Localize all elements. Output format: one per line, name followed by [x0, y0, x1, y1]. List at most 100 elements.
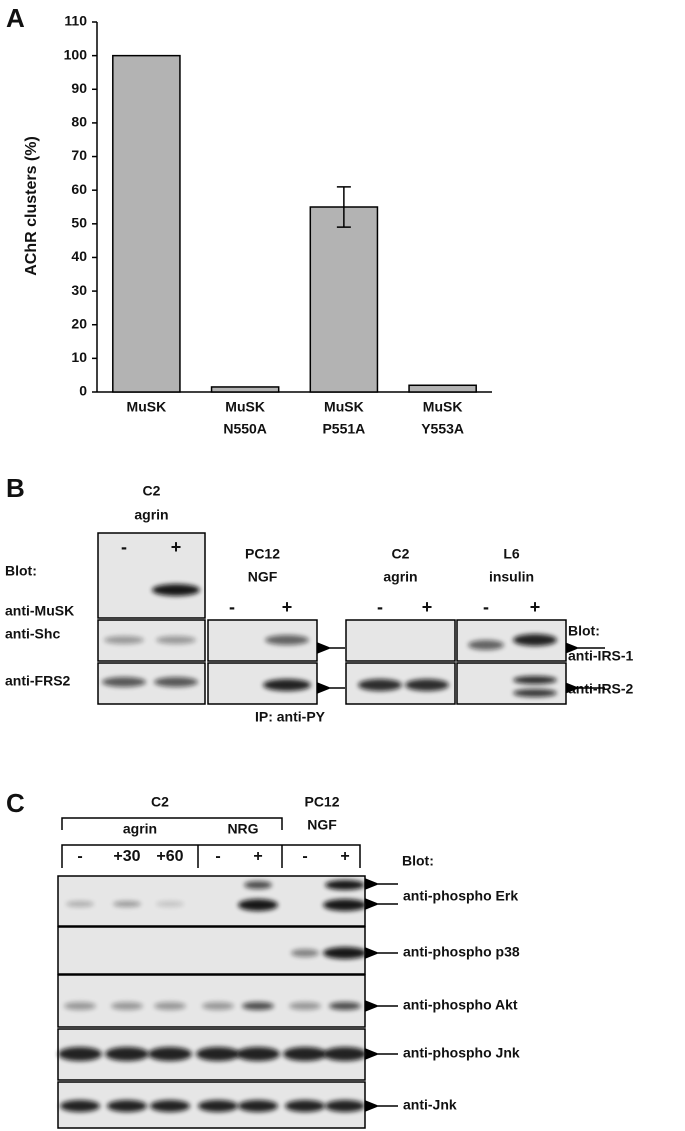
row-label: anti-MuSK [5, 603, 74, 619]
group-header: NGF [307, 817, 337, 833]
row-label: anti-Shc [5, 626, 60, 642]
band [263, 679, 311, 691]
band [244, 881, 272, 889]
blot [345, 619, 456, 662]
band [105, 1047, 149, 1061]
y-tick-label: 40 [71, 248, 87, 264]
band [513, 676, 557, 684]
band [104, 636, 144, 644]
band [198, 1100, 238, 1112]
lane-label: - [483, 597, 489, 617]
bar [408, 384, 477, 393]
lane-label: + [282, 597, 293, 617]
lane-label: - [229, 597, 235, 617]
row-label: anti-phospho Jnk [403, 1045, 520, 1061]
lane-label: - [77, 848, 82, 865]
row-label: anti-phospho p38 [403, 944, 520, 960]
lane-label: + [340, 848, 349, 865]
bar [210, 386, 280, 393]
panel-label: B [6, 473, 25, 503]
band [154, 677, 198, 687]
x-tick-label: Y553A [421, 421, 464, 437]
blot-label: Blot: [402, 853, 434, 869]
band [242, 1002, 274, 1010]
band [513, 689, 557, 697]
band [152, 584, 200, 596]
lane-label: +60 [156, 848, 183, 865]
group-header: C2 [392, 546, 410, 562]
x-tick-label: MuSK [324, 399, 364, 415]
y-tick-label: 50 [71, 215, 87, 231]
band [150, 1100, 190, 1112]
band [60, 1100, 100, 1112]
band [236, 1047, 280, 1061]
lane-label: + [422, 597, 433, 617]
band [58, 1047, 102, 1061]
group-header: C2 [143, 483, 161, 499]
lane-label: - [215, 848, 220, 865]
lane-label: - [121, 537, 127, 557]
y-tick-label: 100 [64, 46, 88, 62]
y-axis-label: AChR clusters (%) [23, 136, 40, 276]
arrows [316, 642, 605, 1112]
subgroup-header: agrin [123, 821, 157, 837]
subgroup-header: NRG [227, 821, 258, 837]
lane-label: - [377, 597, 383, 617]
band [148, 1047, 192, 1061]
footer: IP: anti-PY [255, 709, 326, 725]
lane-label: +30 [113, 848, 140, 865]
band [111, 1002, 143, 1010]
group-header: C2 [151, 794, 169, 810]
blot [456, 662, 567, 705]
y-tick-label: 0 [79, 383, 87, 399]
row-label: anti-phospho Erk [403, 888, 518, 904]
bar [309, 206, 379, 393]
row-label: anti-Jnk [403, 1097, 457, 1113]
blot [97, 532, 206, 619]
group-header: PC12 [304, 794, 339, 810]
band [265, 635, 309, 645]
band [329, 1002, 361, 1010]
bracket [61, 817, 283, 830]
row-label: anti-FRS2 [5, 673, 71, 689]
y-tick-label: 60 [71, 181, 87, 197]
band [202, 1002, 234, 1010]
band [323, 1047, 367, 1061]
band [64, 1002, 96, 1010]
bar [112, 54, 181, 393]
y-tick-label: 90 [71, 80, 87, 96]
x-tick-label: P551A [322, 421, 365, 437]
band [238, 1100, 278, 1112]
band [156, 901, 184, 907]
blot [57, 974, 366, 1028]
band [107, 1100, 147, 1112]
group-header: insulin [489, 569, 534, 585]
group-header: agrin [383, 569, 417, 585]
x-tick-label: MuSK [127, 399, 167, 415]
group-header: L6 [503, 546, 520, 562]
lane-label: + [530, 597, 541, 617]
blot [57, 926, 366, 975]
lane-label: + [171, 537, 182, 557]
band [405, 679, 449, 691]
y-tick-label: 30 [71, 282, 87, 298]
blot-label: Blot: [5, 563, 37, 579]
band [285, 1100, 325, 1112]
band [289, 1002, 321, 1010]
y-tick-label: 110 [64, 13, 87, 29]
y-tick-label: 80 [71, 114, 87, 130]
band [66, 901, 94, 907]
band [291, 949, 319, 957]
row-label: anti-phospho Akt [403, 997, 518, 1013]
band [238, 899, 278, 911]
bracket [61, 844, 361, 868]
band [513, 634, 557, 646]
y-tick-label: 20 [71, 315, 87, 331]
panel-label: A [6, 3, 25, 33]
band [113, 901, 141, 907]
band [323, 899, 367, 911]
error-bar [336, 186, 351, 228]
y-tick-label: 10 [71, 349, 87, 365]
blot [57, 875, 366, 927]
